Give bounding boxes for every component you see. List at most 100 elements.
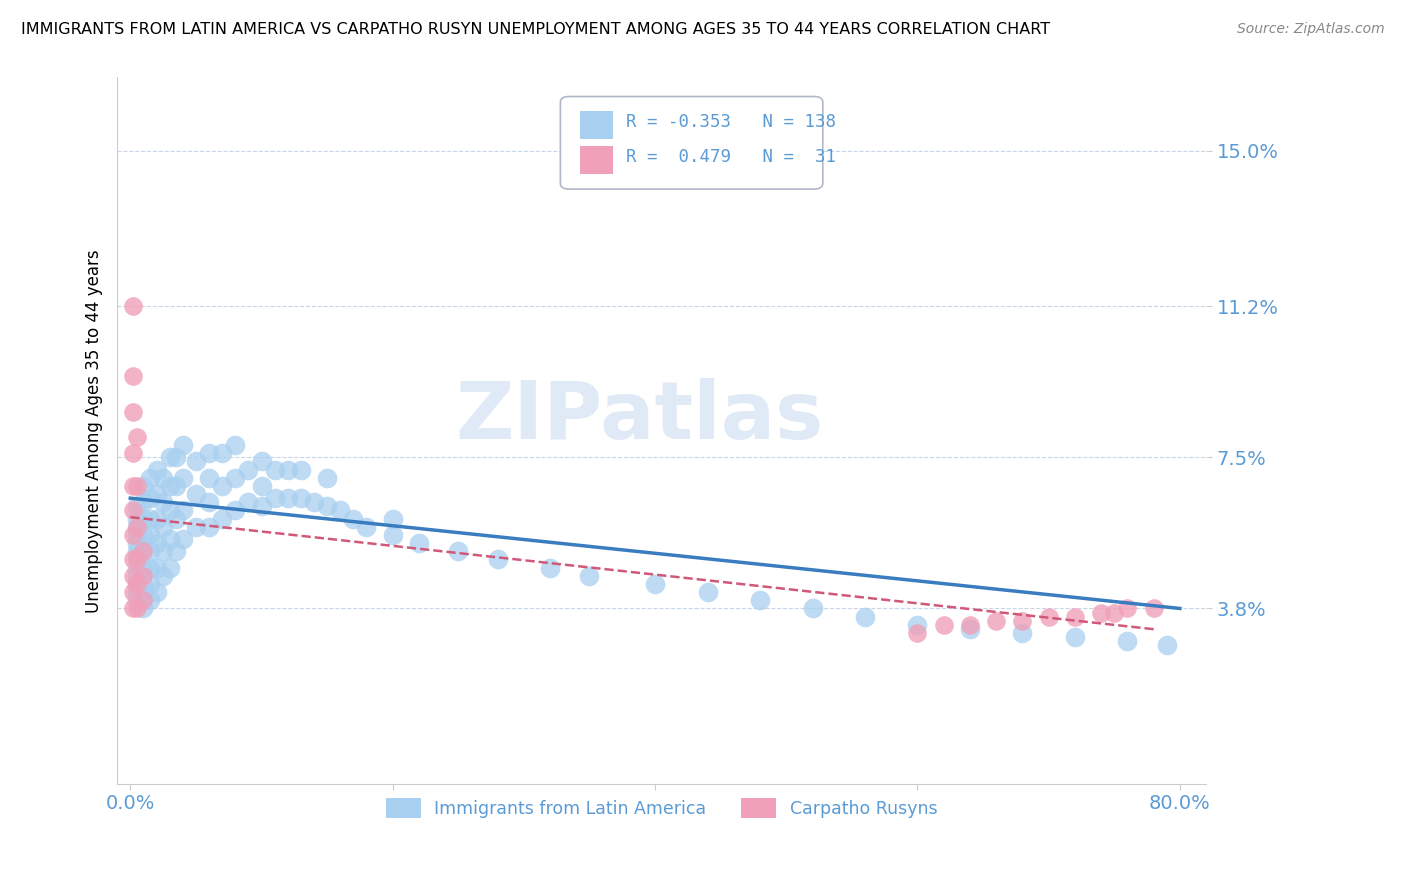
Point bbox=[238, 462, 260, 476]
Point bbox=[184, 454, 207, 468]
Point bbox=[159, 479, 181, 493]
Point bbox=[125, 500, 148, 514]
Point bbox=[1011, 614, 1033, 628]
Point bbox=[145, 585, 167, 599]
Point bbox=[125, 593, 148, 607]
Point bbox=[122, 299, 145, 313]
Point bbox=[381, 528, 404, 542]
Point bbox=[250, 500, 273, 514]
Point bbox=[145, 487, 167, 501]
Point bbox=[238, 495, 260, 509]
Point bbox=[172, 438, 194, 452]
Point bbox=[198, 520, 221, 534]
Point bbox=[139, 577, 162, 591]
Point bbox=[159, 450, 181, 465]
Point bbox=[1011, 626, 1033, 640]
Point bbox=[125, 577, 148, 591]
Point bbox=[302, 495, 325, 509]
Point bbox=[290, 491, 312, 505]
Point bbox=[907, 626, 929, 640]
Point bbox=[152, 520, 174, 534]
Bar bbox=[581, 111, 613, 139]
Point bbox=[122, 479, 145, 493]
Point bbox=[125, 528, 148, 542]
Point bbox=[277, 491, 299, 505]
Point bbox=[132, 511, 155, 525]
Point bbox=[290, 462, 312, 476]
Point bbox=[122, 405, 145, 419]
Point bbox=[986, 614, 1008, 628]
Point bbox=[139, 560, 162, 574]
Point bbox=[132, 577, 155, 591]
Point bbox=[122, 585, 145, 599]
Point bbox=[1104, 606, 1126, 620]
Y-axis label: Unemployment Among Ages 35 to 44 years: Unemployment Among Ages 35 to 44 years bbox=[86, 249, 103, 613]
Point bbox=[122, 568, 145, 582]
Point bbox=[224, 438, 246, 452]
Point bbox=[907, 617, 929, 632]
Point bbox=[165, 479, 187, 493]
Text: R =  0.479   N =  31: R = 0.479 N = 31 bbox=[626, 148, 835, 166]
Point bbox=[165, 450, 187, 465]
Point bbox=[122, 552, 145, 566]
Point bbox=[263, 491, 285, 505]
Point bbox=[1143, 601, 1166, 615]
Point bbox=[122, 528, 145, 542]
Point bbox=[125, 560, 148, 574]
Point bbox=[211, 479, 233, 493]
Point bbox=[277, 462, 299, 476]
Point bbox=[749, 593, 772, 607]
Point bbox=[356, 520, 378, 534]
Point bbox=[184, 487, 207, 501]
Text: IMMIGRANTS FROM LATIN AMERICA VS CARPATHO RUSYN UNEMPLOYMENT AMONG AGES 35 TO 44: IMMIGRANTS FROM LATIN AMERICA VS CARPATH… bbox=[21, 22, 1050, 37]
Point bbox=[316, 500, 339, 514]
Point bbox=[132, 528, 155, 542]
Point bbox=[159, 532, 181, 546]
Point bbox=[125, 552, 148, 566]
Point bbox=[145, 536, 167, 550]
Text: R = -0.353   N = 138: R = -0.353 N = 138 bbox=[626, 113, 835, 131]
Bar bbox=[581, 146, 613, 174]
Point bbox=[172, 503, 194, 517]
Point bbox=[132, 544, 155, 558]
Point bbox=[132, 560, 155, 574]
Point bbox=[132, 601, 155, 615]
Point bbox=[1064, 630, 1087, 644]
Point bbox=[853, 609, 876, 624]
Point bbox=[125, 585, 148, 599]
Point bbox=[122, 503, 145, 517]
Point bbox=[447, 544, 470, 558]
Point bbox=[381, 511, 404, 525]
Point bbox=[1116, 634, 1139, 648]
Point bbox=[139, 528, 162, 542]
Point bbox=[1156, 638, 1178, 652]
Point bbox=[145, 462, 167, 476]
Point bbox=[125, 520, 148, 534]
Point bbox=[932, 617, 955, 632]
Point bbox=[224, 503, 246, 517]
Point bbox=[159, 560, 181, 574]
Point bbox=[316, 471, 339, 485]
Point bbox=[578, 568, 600, 582]
Point bbox=[152, 471, 174, 485]
Point bbox=[224, 471, 246, 485]
Point bbox=[145, 560, 167, 574]
Point bbox=[122, 368, 145, 383]
Point bbox=[132, 593, 155, 607]
Point bbox=[125, 536, 148, 550]
Text: Source: ZipAtlas.com: Source: ZipAtlas.com bbox=[1237, 22, 1385, 37]
Point bbox=[1038, 609, 1060, 624]
Point bbox=[132, 585, 155, 599]
Point bbox=[538, 560, 561, 574]
FancyBboxPatch shape bbox=[561, 96, 823, 189]
Point bbox=[139, 471, 162, 485]
Point bbox=[125, 577, 148, 591]
Point bbox=[139, 544, 162, 558]
Point bbox=[250, 454, 273, 468]
Point bbox=[172, 532, 194, 546]
Point bbox=[125, 520, 148, 534]
Point bbox=[250, 479, 273, 493]
Point bbox=[125, 479, 148, 493]
Point bbox=[211, 446, 233, 460]
Point bbox=[165, 511, 187, 525]
